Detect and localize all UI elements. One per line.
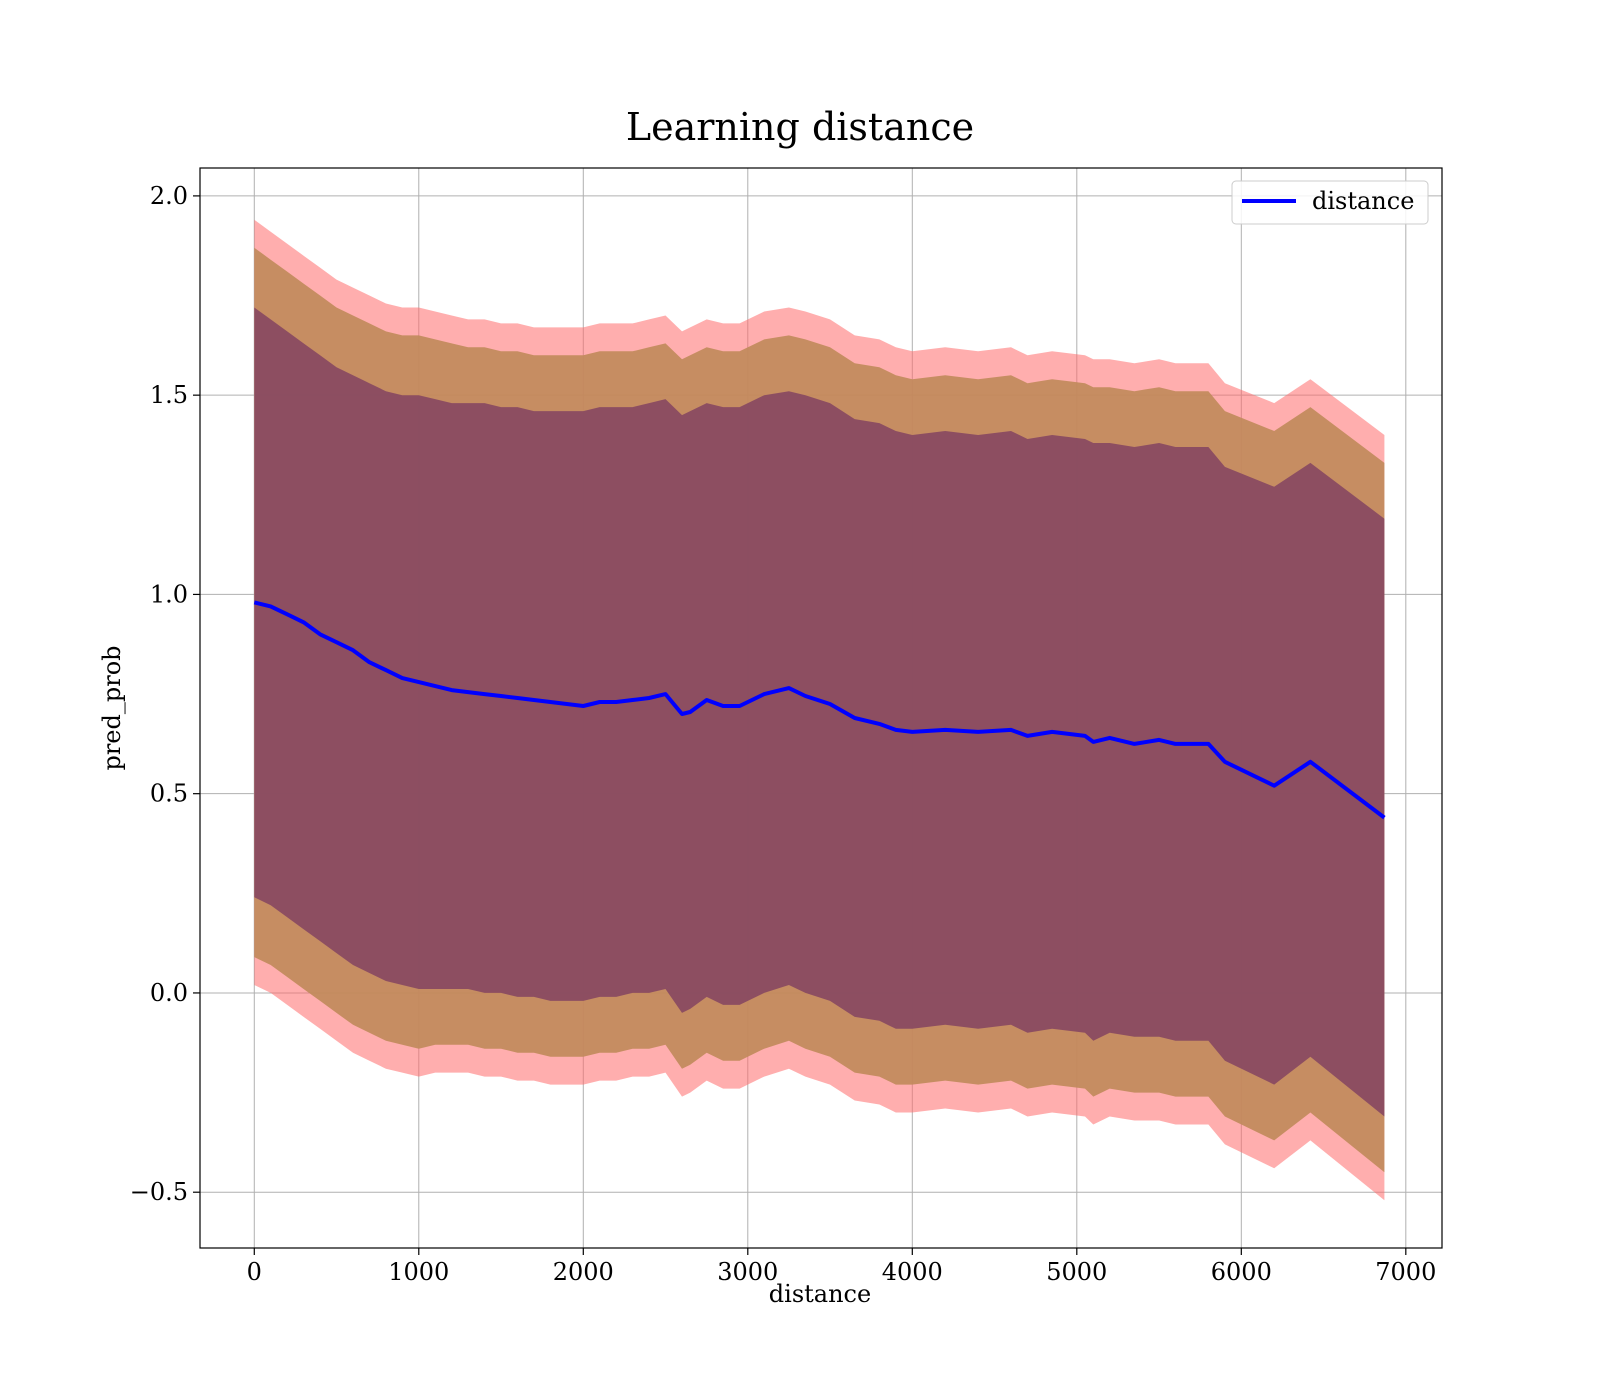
y-tick-label: 1.5 [150, 381, 188, 409]
x-tick-label: 0 [247, 1258, 262, 1286]
x-tick-label: 1000 [388, 1258, 449, 1286]
line-layer [253, 600, 1386, 820]
chart-title: Learning distance [626, 105, 974, 149]
x-axis-label: distance [769, 1280, 871, 1308]
legend-label-distance: distance [1312, 187, 1414, 215]
y-tick-label: 2.0 [150, 182, 188, 210]
y-tick-label: −0.5 [130, 1178, 188, 1206]
band-layer [254, 219, 1385, 1201]
band-inner [254, 307, 1385, 1117]
x-tick-label: 4000 [882, 1258, 943, 1286]
x-tick-label: 7000 [1375, 1258, 1436, 1286]
y-tick-label: 0.0 [150, 979, 188, 1007]
y-axis-label: pred_prob [98, 645, 126, 770]
x-tick-label: 5000 [1046, 1258, 1107, 1286]
tick-layer: 0 1000 2000 3000 4000 5000 6000 7000 −0.5 0.0 0.5 1… [130, 182, 1437, 1286]
legend: distance [1231, 180, 1429, 225]
y-tick-label: 0.5 [150, 780, 188, 808]
x-tick-label: 2000 [553, 1258, 614, 1286]
plot-frame [199, 167, 1443, 1249]
series-line-distance [253, 600, 1386, 820]
x-tick-label: 3000 [717, 1258, 778, 1286]
x-tick-label: 6000 [1211, 1258, 1272, 1286]
legend-box [1231, 180, 1429, 225]
y-tick-label: 1.0 [150, 580, 188, 608]
